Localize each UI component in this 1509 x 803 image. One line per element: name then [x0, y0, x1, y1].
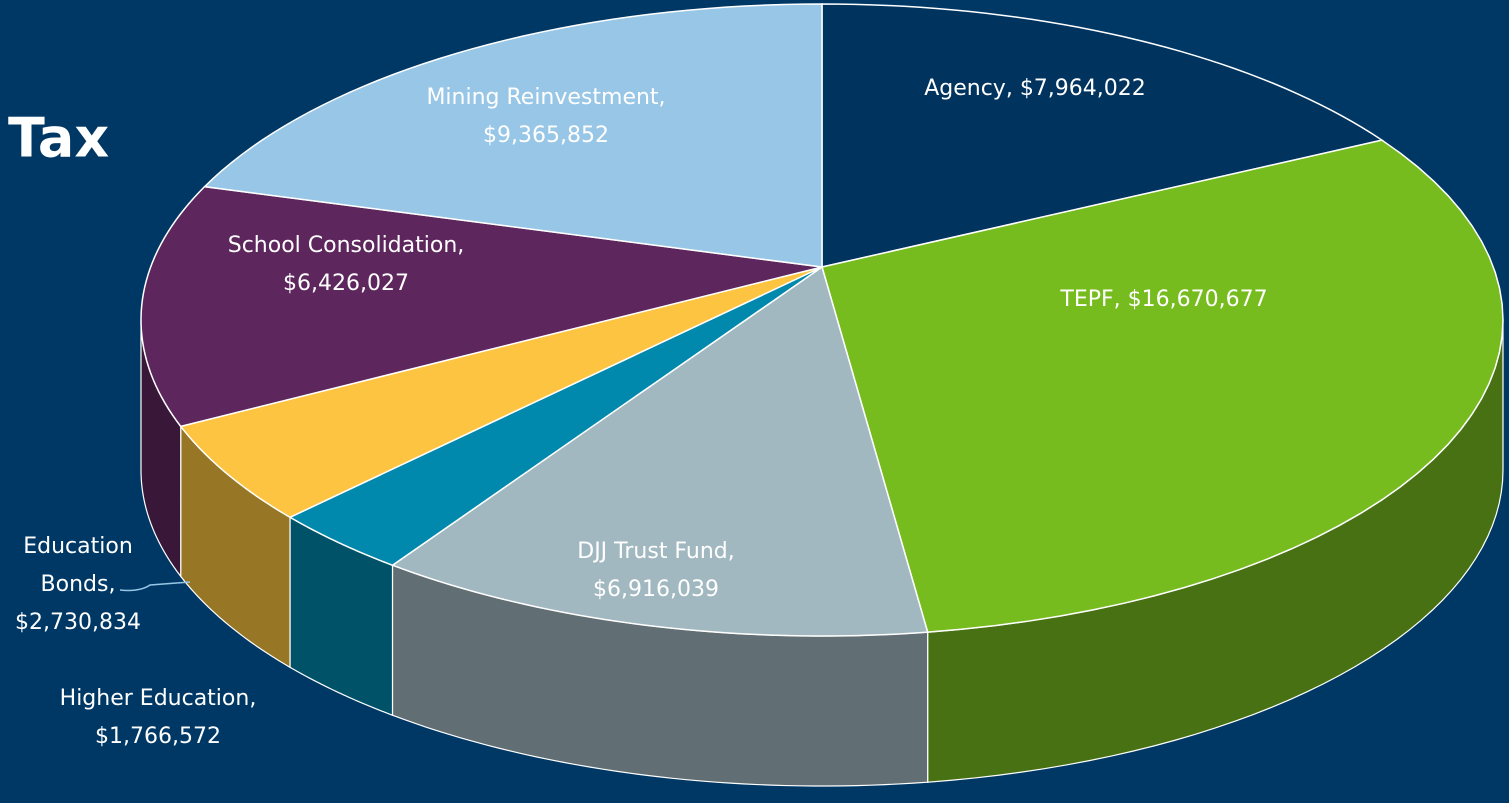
chart-title: Tax — [8, 107, 109, 170]
data-label: $6,426,027 — [283, 271, 409, 296]
data-label: School Consolidation, — [228, 233, 465, 258]
slice — [179, 266, 823, 519]
data-label: Higher Education, — [60, 686, 257, 711]
data-label: $6,916,039 — [593, 577, 719, 602]
data-label: TEPF, $16,670,677 — [1059, 287, 1267, 312]
slice — [821, 139, 1504, 633]
leader-line — [119, 581, 191, 592]
data-label: Education — [23, 534, 133, 559]
data-label: Mining Reinvestment, — [426, 85, 665, 110]
data-label: $2,730,834 — [15, 610, 141, 635]
data-label: $9,365,852 — [483, 123, 609, 148]
slice — [202, 3, 823, 268]
data-label: Bonds, — [41, 572, 116, 597]
data-label: DJJ Trust Fund, — [577, 539, 734, 564]
slice — [140, 185, 823, 428]
slice — [288, 266, 823, 567]
data-label: $1,766,572 — [95, 724, 221, 749]
data-label: Agency, $7,964,022 — [924, 76, 1146, 101]
slice — [390, 265, 929, 637]
slice — [821, 3, 1384, 268]
